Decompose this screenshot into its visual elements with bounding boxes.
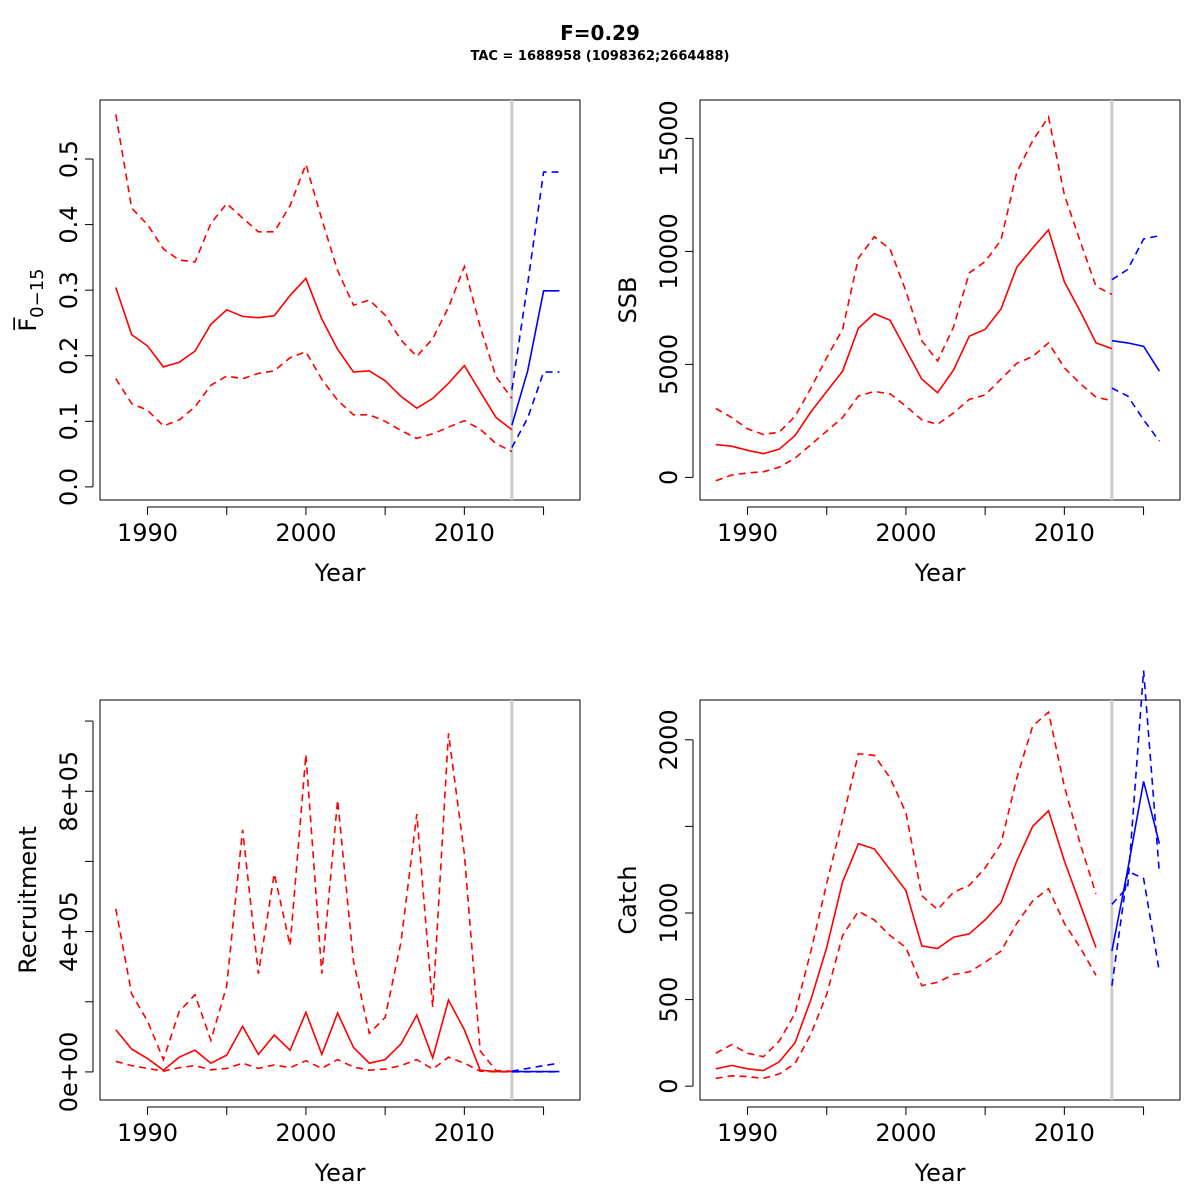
y-axis-label: Recruitment <box>14 826 42 973</box>
series-line <box>1111 781 1161 952</box>
x-tick-label: 2010 <box>1034 1119 1095 1147</box>
y-axis-label-main: Catch <box>614 865 642 934</box>
panel-recruitment: 1990 2000 2010 Year 0e+00 4e+05 8e+05 Recruitme… <box>14 699 581 1187</box>
series-line <box>1111 339 1161 372</box>
figure-subtitle: TAC = 1688958 (1098362;2664488) <box>471 49 730 64</box>
y-tick-label: 2000 <box>655 709 683 770</box>
series-line <box>511 1062 560 1072</box>
x-tick-label: 1990 <box>117 1119 178 1147</box>
panel-catch: 1990 2000 2010 Year 0 500 1000 2000 Catch <box>614 670 1181 1187</box>
series-line <box>115 1056 512 1073</box>
x-tick-label: 1990 <box>717 1119 778 1147</box>
x-axis: 1990 2000 2010 Year <box>717 1106 1145 1187</box>
y-tick-label: 0.4 <box>55 206 83 244</box>
y-axis-label-main: SSB <box>614 277 642 324</box>
series-line <box>1111 234 1160 281</box>
y-tick-label: 5000 <box>655 334 683 395</box>
y-tick-label: 0.1 <box>55 402 83 440</box>
x-tick-label: 2010 <box>434 519 495 547</box>
series-line <box>715 228 1113 455</box>
x-tick-label: 2010 <box>434 1119 495 1147</box>
panel-fbar: 1990 2000 2010 Year 0.0 0.1 0.2 0.3 0.4 0.5 F̅0−15 <box>13 99 581 587</box>
y-axis-label: F̅0−15 <box>13 268 48 331</box>
series-line <box>115 733 512 1072</box>
x-axis-label: Year <box>914 559 966 587</box>
x-axis-label: Year <box>314 559 366 587</box>
x-tick-label: 2000 <box>275 519 336 547</box>
y-axis-label-main: F̅ <box>13 317 42 332</box>
plot-frame <box>699 99 1181 501</box>
y-tick-label: 0 <box>655 1079 683 1094</box>
series-line <box>715 710 1097 1058</box>
plot-frame <box>99 699 581 1101</box>
series-line <box>115 114 513 399</box>
y-tick-label: 1000 <box>655 882 683 943</box>
y-tick-label: 0e+00 <box>55 1032 83 1113</box>
y-axis-label-main: Recruitment <box>14 826 42 973</box>
x-axis-label: Year <box>914 1159 966 1187</box>
x-tick-label: 1990 <box>117 519 178 547</box>
x-axis: 1990 2000 2010 Year <box>117 1106 545 1187</box>
y-axis-label: Catch <box>614 865 642 934</box>
series-line <box>1111 870 1161 986</box>
x-tick-label: 2000 <box>275 1119 336 1147</box>
panel-ssb: 1990 2000 2010 Year 0 5000 10000 15000 SSB <box>614 99 1181 587</box>
x-axis: 1990 2000 2010 Year <box>117 506 545 587</box>
y-axis-label-subscript: 0−15 <box>27 268 48 317</box>
y-axis: 0 5000 10000 15000 SSB <box>614 100 694 485</box>
figure-title: F=0.29 <box>560 21 640 45</box>
y-tick-label: 8e+05 <box>55 751 83 832</box>
series-line <box>1111 670 1161 905</box>
y-tick-label: 4e+05 <box>55 891 83 972</box>
series-line <box>115 997 512 1073</box>
y-tick-label: 15000 <box>655 100 683 176</box>
series-line <box>511 371 560 448</box>
plot-frame <box>99 99 581 501</box>
y-axis: 0e+00 4e+05 8e+05 Recruitment <box>14 720 94 1113</box>
x-tick-label: 1990 <box>717 519 778 547</box>
x-tick-label: 2000 <box>875 1119 936 1147</box>
y-tick-label: 10000 <box>655 213 683 289</box>
series-line <box>715 887 1097 1080</box>
y-axis: 0 500 1000 2000 Catch <box>614 709 694 1094</box>
plot-frame <box>699 699 1181 1101</box>
series-line <box>1111 387 1161 442</box>
y-axis: 0.0 0.1 0.2 0.3 0.4 0.5 F̅0−15 <box>13 140 94 506</box>
series-line <box>511 171 560 390</box>
y-tick-label: 0.3 <box>55 271 83 309</box>
y-tick-label: 0.2 <box>55 337 83 375</box>
y-tick-label: 0.0 <box>55 468 83 506</box>
x-tick-label: 2010 <box>1034 519 1095 547</box>
series-line <box>715 114 1113 436</box>
panels: 1990 2000 2010 Year 0.0 0.1 0.2 0.3 0.4 0.5 F̅0−15… <box>13 99 1181 1187</box>
series-line <box>511 289 560 426</box>
series-line <box>115 350 513 453</box>
x-axis-label: Year <box>314 1159 366 1187</box>
y-axis-label: SSB <box>614 277 642 324</box>
y-tick-label: 0.5 <box>55 140 83 178</box>
series-line <box>715 341 1113 482</box>
x-axis: 1990 2000 2010 Year <box>717 506 1145 587</box>
y-tick-label: 500 <box>655 977 683 1023</box>
x-tick-label: 2000 <box>875 519 936 547</box>
series-line <box>715 809 1097 1072</box>
series-line <box>115 276 513 431</box>
y-tick-label: 0 <box>655 470 683 485</box>
